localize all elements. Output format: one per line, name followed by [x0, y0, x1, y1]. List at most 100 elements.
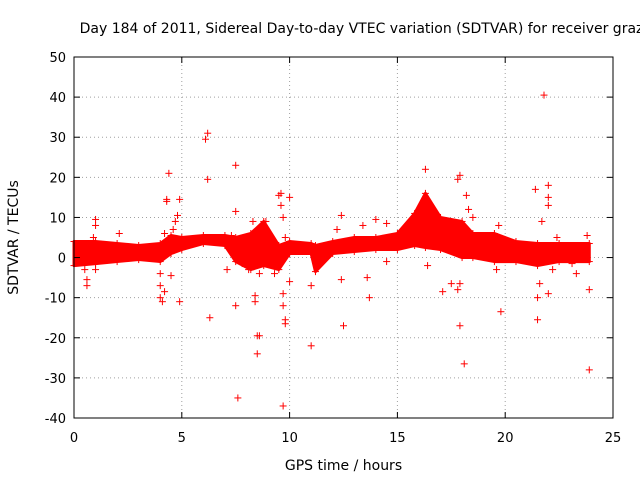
x-tick-label: 0 [70, 431, 78, 446]
data-point [497, 308, 505, 316]
band-edge-point [437, 246, 445, 254]
band-edge-point [490, 258, 498, 266]
band-edge-point [534, 262, 542, 270]
band-edge-point [221, 231, 229, 239]
data-point [424, 262, 432, 270]
data-point [363, 274, 371, 282]
y-tick-label: 30 [49, 131, 66, 146]
data-point [232, 207, 240, 215]
data-points [70, 91, 593, 410]
data-point [255, 270, 263, 278]
grid-lines [74, 57, 613, 418]
data-point [281, 234, 289, 241]
band-edge-point [311, 242, 319, 250]
data-point [544, 181, 552, 189]
data-point [544, 201, 552, 209]
band-edge-point [275, 242, 283, 250]
data-point [92, 221, 100, 229]
data-point [156, 294, 164, 302]
band-edge-point [372, 246, 380, 254]
data-point [245, 266, 253, 274]
band-edge-point [199, 231, 207, 239]
data-point [173, 211, 181, 219]
data-point [204, 129, 212, 137]
band-edge-point [156, 240, 164, 248]
band-edge-point [247, 229, 255, 237]
y-axis-title: SDTVAR / TECUs [6, 180, 22, 295]
axis-ticks: 0 5 10 15 20 25 -40 -30 -20 -10 0 10 20 30 40 50 [45, 51, 622, 446]
data-point [421, 165, 429, 173]
band-edge-point [421, 189, 429, 197]
data-point [202, 135, 210, 143]
band-edge-point [469, 254, 477, 262]
data-point [249, 217, 257, 225]
band-edge-point [156, 258, 164, 266]
band-edge-point [178, 234, 186, 241]
data-point [449, 225, 457, 233]
band-edge-point [329, 238, 337, 246]
data-point [454, 286, 462, 294]
data-point [161, 229, 169, 237]
data-point [447, 280, 455, 288]
data-point [572, 270, 580, 278]
data-point [568, 260, 576, 268]
data-point [333, 225, 341, 233]
band-edge-point [469, 229, 477, 237]
data-point [365, 294, 373, 302]
band-edge-point [350, 248, 358, 256]
data-point [456, 171, 464, 179]
data-point [465, 205, 473, 213]
y-tick-label: 20 [49, 171, 66, 186]
band-edge-point [585, 258, 593, 266]
data-point [439, 288, 447, 296]
data-point [307, 342, 315, 350]
data-point [372, 215, 380, 223]
data-point [534, 316, 542, 324]
band-edge-point [585, 240, 593, 248]
x-tick-label: 25 [605, 431, 622, 446]
band-edge-point [307, 250, 315, 258]
data-point [460, 360, 468, 368]
band-edge-point [286, 250, 294, 258]
data-point [286, 278, 294, 286]
data-point [204, 175, 212, 183]
band-edge-point [555, 258, 563, 266]
data-point [238, 260, 246, 268]
data-point [232, 161, 240, 169]
band-edge-point [167, 250, 175, 258]
band-edge-point [311, 268, 319, 276]
data-point [549, 266, 557, 274]
data-point [279, 302, 287, 310]
band-edge-point [260, 262, 268, 270]
band-edge-point [92, 238, 100, 246]
y-tick-label: 10 [49, 211, 66, 226]
band-edge-point [286, 238, 294, 246]
band-edge-point [393, 246, 401, 254]
band-edge-point [512, 258, 520, 266]
band-edge-point [113, 258, 121, 266]
data-point [81, 266, 89, 274]
y-tick-label: -20 [45, 332, 66, 347]
data-point [544, 290, 552, 298]
data-point [206, 314, 214, 322]
data-point [277, 201, 285, 209]
data-point [156, 270, 164, 278]
data-point [83, 276, 91, 284]
data-point [286, 193, 294, 201]
x-tick-label: 20 [497, 431, 514, 446]
data-point [531, 185, 539, 193]
data-point [585, 366, 593, 374]
data-point [337, 276, 345, 284]
data-point [281, 320, 289, 328]
data-point [167, 272, 175, 280]
data-point [156, 282, 164, 290]
data-point [585, 286, 593, 294]
band-edge-point [135, 256, 143, 264]
data-point [92, 215, 100, 223]
band-edge-point [411, 209, 419, 217]
data-point [158, 298, 166, 306]
data-point [534, 294, 542, 302]
band-edge-point [135, 242, 143, 250]
y-tick-label: -40 [45, 412, 66, 427]
